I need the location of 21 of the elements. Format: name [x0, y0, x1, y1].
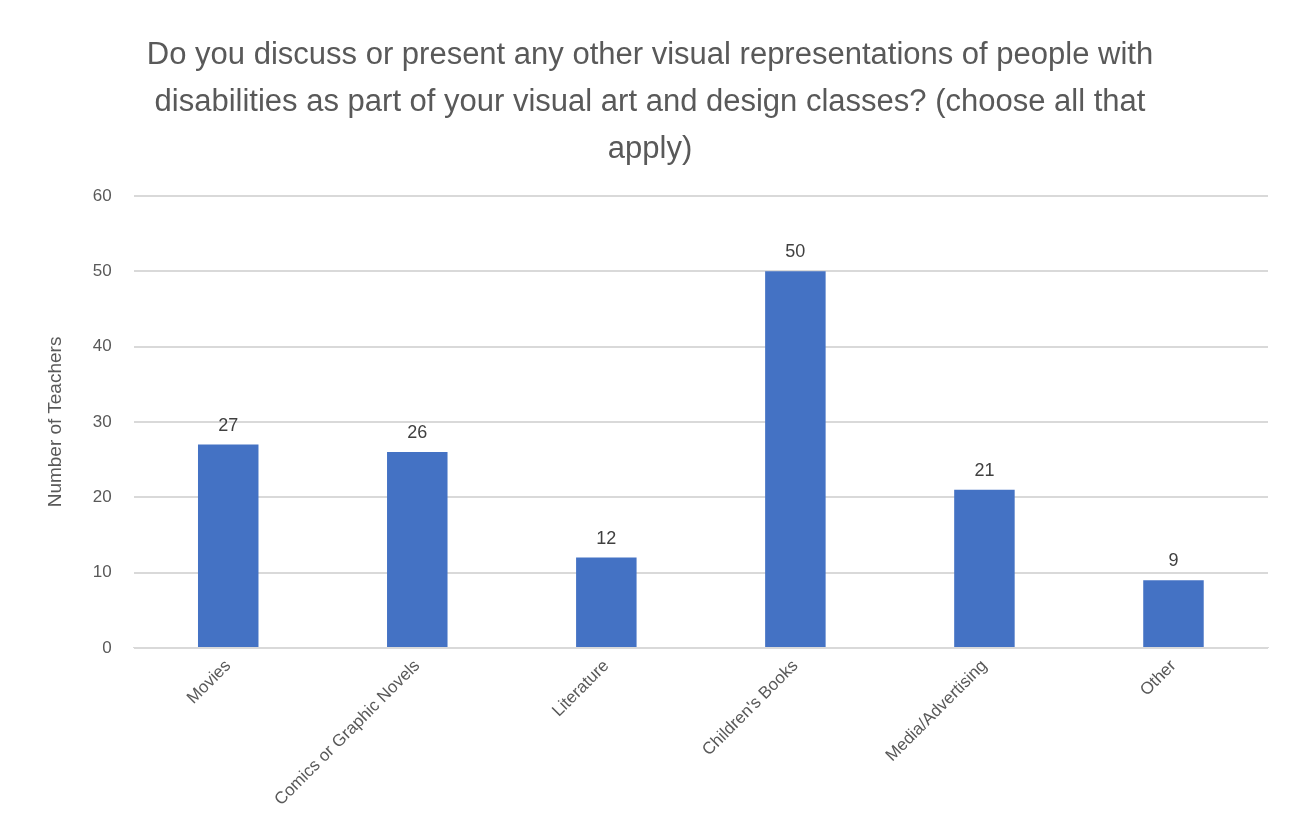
bar	[197, 444, 259, 647]
data-label: 27	[218, 414, 239, 435]
data-label: 12	[596, 527, 617, 548]
bar	[387, 452, 448, 647]
y-tick-label: 60	[92, 185, 112, 205]
y-tick-label: 30	[92, 411, 112, 431]
bar	[765, 271, 826, 647]
chart-title: Do you discuss or present any other visual representations of people with disabilities as part of your visual art and design classes? (choose all that apply)	[145, 35, 1155, 167]
bar	[954, 489, 1015, 647]
data-label: 50	[785, 241, 806, 262]
y-tick-label: 50	[92, 261, 112, 281]
y-tick-label: 10	[92, 562, 112, 582]
y-tick-label: 40	[92, 336, 112, 356]
y-tick-label: 20	[92, 487, 112, 506]
bar	[1143, 580, 1204, 647]
y-tick-label: 0	[102, 637, 112, 657]
data-label: 21	[974, 459, 995, 480]
y-axis-title: Number of Teachers	[43, 336, 65, 508]
data-label: 9	[1168, 550, 1179, 571]
bar	[576, 557, 637, 647]
data-label: 26	[407, 422, 428, 443]
